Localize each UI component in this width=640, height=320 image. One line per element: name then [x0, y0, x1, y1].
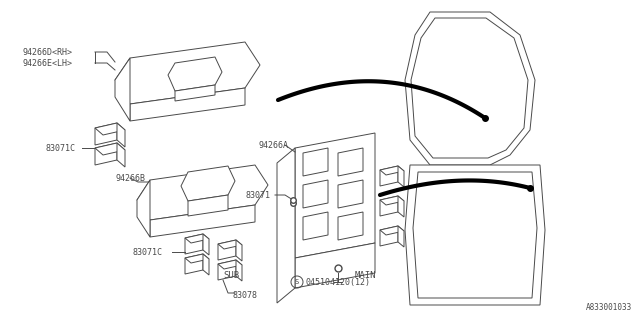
- Polygon shape: [181, 166, 235, 201]
- Polygon shape: [277, 148, 295, 303]
- Polygon shape: [405, 165, 545, 305]
- Polygon shape: [203, 254, 209, 275]
- Text: SUB: SUB: [223, 270, 239, 279]
- Polygon shape: [117, 123, 125, 147]
- Polygon shape: [380, 226, 404, 235]
- Polygon shape: [185, 254, 203, 274]
- Polygon shape: [380, 166, 398, 186]
- Polygon shape: [168, 57, 222, 91]
- Polygon shape: [185, 234, 203, 254]
- Polygon shape: [185, 234, 209, 243]
- Polygon shape: [380, 226, 398, 246]
- Text: 83071: 83071: [245, 190, 270, 199]
- Polygon shape: [398, 226, 404, 247]
- Polygon shape: [338, 180, 363, 208]
- Polygon shape: [218, 260, 242, 269]
- Polygon shape: [137, 165, 268, 220]
- Text: MAIN: MAIN: [355, 270, 376, 279]
- Polygon shape: [95, 143, 125, 155]
- Polygon shape: [295, 133, 375, 258]
- Text: 94266E<LH>: 94266E<LH>: [22, 59, 72, 68]
- Polygon shape: [380, 166, 404, 175]
- Polygon shape: [95, 123, 125, 135]
- Text: 83071C: 83071C: [132, 247, 162, 257]
- Polygon shape: [203, 234, 209, 255]
- Text: 045104120(12): 045104120(12): [305, 277, 370, 286]
- Text: 83071C: 83071C: [45, 143, 75, 153]
- Polygon shape: [398, 196, 404, 217]
- Polygon shape: [117, 143, 125, 167]
- Polygon shape: [218, 260, 236, 280]
- Polygon shape: [295, 243, 375, 288]
- Text: 94266D<RH>: 94266D<RH>: [22, 47, 72, 57]
- Text: 94266B: 94266B: [115, 173, 145, 182]
- Polygon shape: [150, 205, 255, 237]
- Text: 94266A: 94266A: [258, 140, 288, 149]
- Text: S: S: [295, 279, 299, 285]
- Polygon shape: [218, 240, 242, 249]
- Polygon shape: [303, 148, 328, 176]
- Polygon shape: [413, 172, 537, 298]
- Polygon shape: [188, 195, 228, 216]
- Polygon shape: [130, 88, 245, 121]
- Polygon shape: [185, 254, 209, 263]
- Polygon shape: [175, 85, 215, 101]
- Polygon shape: [303, 212, 328, 240]
- Polygon shape: [338, 148, 363, 176]
- Polygon shape: [95, 143, 117, 165]
- Polygon shape: [236, 260, 242, 281]
- Polygon shape: [218, 240, 236, 260]
- Polygon shape: [398, 166, 404, 187]
- Polygon shape: [405, 12, 535, 165]
- Polygon shape: [380, 196, 398, 216]
- Polygon shape: [95, 123, 117, 145]
- Polygon shape: [137, 180, 150, 237]
- Polygon shape: [411, 18, 528, 158]
- Text: A833001033: A833001033: [586, 303, 632, 312]
- Polygon shape: [303, 180, 328, 208]
- Polygon shape: [115, 42, 260, 104]
- Polygon shape: [380, 196, 404, 205]
- Polygon shape: [236, 240, 242, 261]
- Polygon shape: [338, 212, 363, 240]
- Polygon shape: [115, 58, 130, 121]
- Text: 83078: 83078: [232, 291, 257, 300]
